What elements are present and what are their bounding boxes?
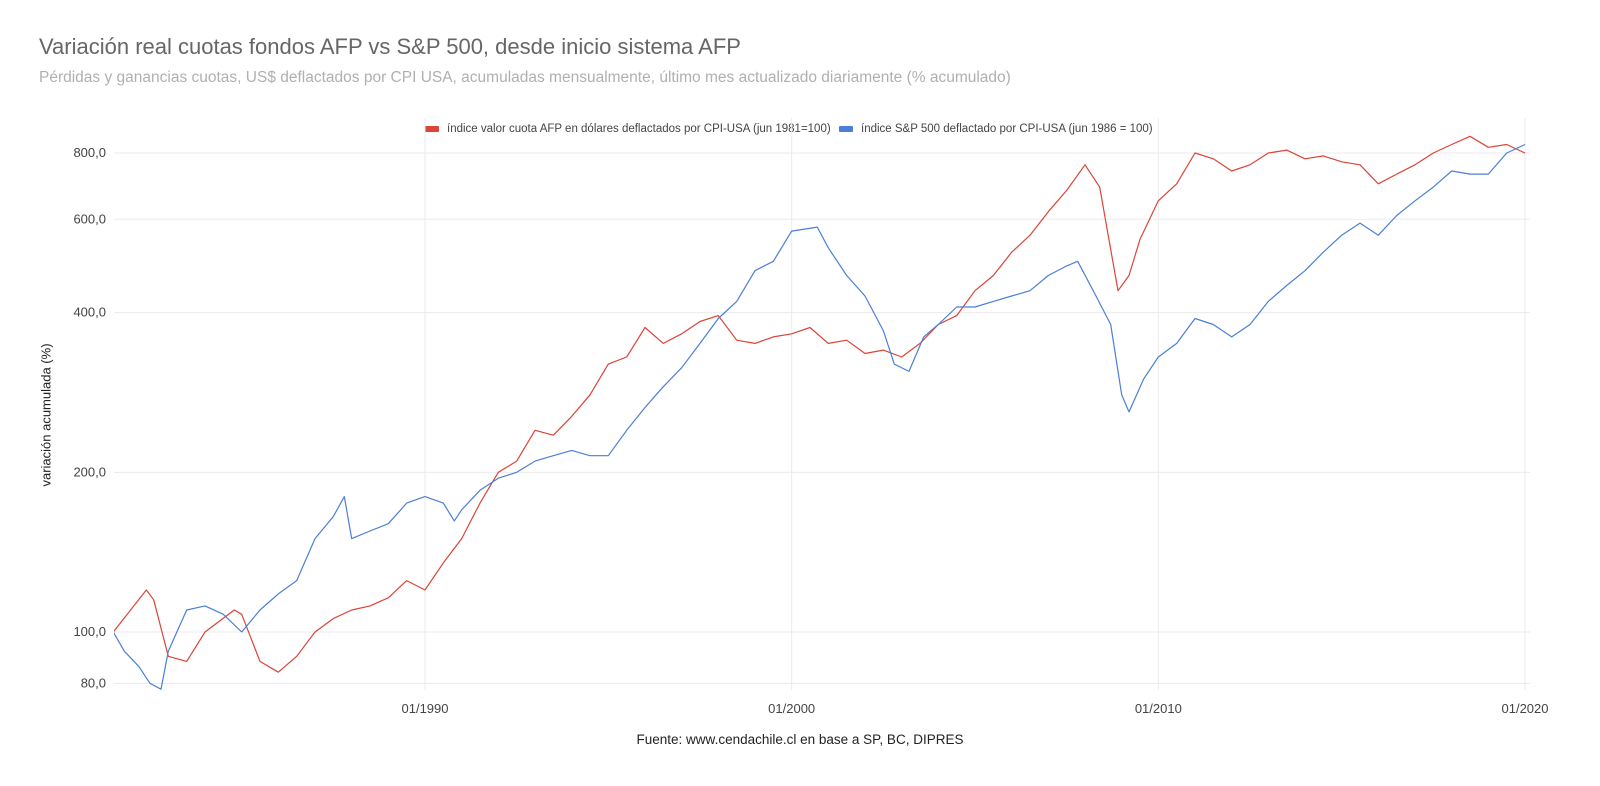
series-line-sp500: [114, 143, 1526, 690]
y-tick-label: 600,0: [73, 211, 106, 226]
legend-item-sp500[interactable]: índice S&P 500 deflactado por CPI-USA (j…: [839, 123, 1153, 135]
source-note: Fuente: www.cendachile.cl en base a SP, …: [636, 732, 964, 747]
y-tick-label: 800,0: [73, 145, 106, 160]
x-tick-label: 01/2000: [768, 701, 815, 716]
chart-title: Variación real cuotas fondos AFP vs S&P …: [39, 34, 741, 59]
y-tick-label: 200,0: [73, 464, 106, 479]
legend-swatch-afp: [425, 126, 439, 132]
x-tick-label: 01/2010: [1135, 701, 1182, 716]
y-tick-label: 80,0: [81, 675, 106, 690]
legend-item-afp[interactable]: índice valor cuota AFP en dólares deflac…: [425, 123, 831, 135]
x-tick-label: 01/1990: [402, 701, 449, 716]
legend: índice valor cuota AFP en dólares deflac…: [0, 123, 1600, 143]
chart-subtitle: Pérdidas y ganancias cuotas, US$ deflact…: [39, 69, 1011, 86]
legend-label-afp: índice valor cuota AFP en dólares deflac…: [447, 123, 831, 135]
y-tick-label: 400,0: [73, 305, 106, 320]
series-line-afp: [114, 135, 1526, 673]
legend-label-sp500: índice S&P 500 deflactado por CPI-USA (j…: [861, 123, 1153, 135]
legend-swatch-sp500: [839, 126, 853, 132]
x-tick-label: 01/2020: [1502, 701, 1549, 716]
y-tick-label: 100,0: [73, 624, 106, 639]
